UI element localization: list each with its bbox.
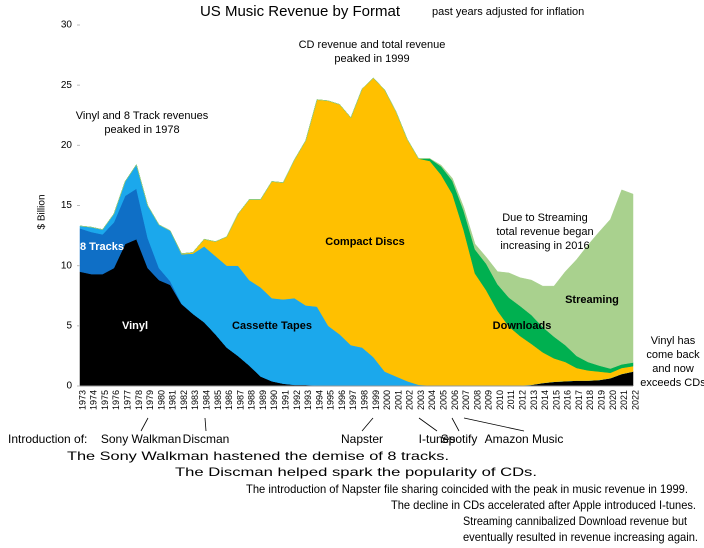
events-intro: Introduction of: xyxy=(8,432,87,446)
y-tick-label: 25 xyxy=(61,80,73,91)
y-tick-label: 30 xyxy=(61,20,73,31)
event-pointer xyxy=(463,417,525,432)
x-tick-label: 2017 xyxy=(574,390,584,410)
x-tick-label: 1990 xyxy=(269,390,279,410)
y-tick-label: 0 xyxy=(66,381,72,392)
x-tick-label: 2004 xyxy=(427,390,437,410)
x-tick-label: 2019 xyxy=(597,390,607,410)
event-pointer xyxy=(451,417,460,432)
annotation: come back xyxy=(646,349,700,361)
event-label: Napster xyxy=(341,432,383,446)
x-tick-label: 1993 xyxy=(303,390,313,410)
x-tick-label: 1975 xyxy=(100,390,110,410)
x-tick-label: 1983 xyxy=(190,390,200,410)
event-pointer xyxy=(418,417,438,432)
annotation: CD revenue and total revenue xyxy=(299,39,446,51)
x-tick-label: 1982 xyxy=(179,390,189,410)
note: The Discman helped spark the popularity … xyxy=(175,465,537,479)
event-label: Amazon Music xyxy=(485,432,564,446)
annotation: Due to Streaming xyxy=(502,212,588,224)
event-label: Discman xyxy=(183,432,230,446)
x-tick-label: 1979 xyxy=(145,390,155,410)
x-tick-label: 1998 xyxy=(360,390,370,410)
y-tick-label: 10 xyxy=(61,260,73,271)
series-label: Compact Discs xyxy=(325,236,404,248)
x-tick-label: 1986 xyxy=(224,390,234,410)
series-label: Cassette Tapes xyxy=(232,320,312,332)
note: The Sony Walkman hastened the demise of … xyxy=(67,449,449,463)
y-tick-label: 20 xyxy=(61,140,73,151)
x-tick-label: 2008 xyxy=(472,390,482,410)
event-pointer xyxy=(140,417,149,432)
x-tick-label: 2001 xyxy=(393,390,403,410)
y-tick-label: 15 xyxy=(61,200,73,211)
x-tick-label: 2018 xyxy=(585,390,595,410)
x-tick-label: 2021 xyxy=(619,390,629,410)
x-tick-label: 2009 xyxy=(484,390,494,410)
x-tick-label: 2016 xyxy=(563,390,573,410)
annotation: Vinyl has xyxy=(651,335,696,347)
x-tick-label: 2022 xyxy=(630,390,640,410)
x-tick-label: 2020 xyxy=(608,390,618,410)
note: The decline in CDs accelerated after App… xyxy=(391,498,696,512)
x-tick-label: 1985 xyxy=(213,390,223,410)
x-tick-label: 1996 xyxy=(337,390,347,410)
x-tick-label: 2013 xyxy=(529,390,539,410)
x-tick-label: 2011 xyxy=(506,390,516,409)
x-tick-label: 1991 xyxy=(281,390,291,410)
x-tick-label: 2006 xyxy=(450,390,460,410)
x-tick-label: 2012 xyxy=(518,390,528,410)
notes: The Sony Walkman hastened the demise of … xyxy=(67,449,698,544)
note: The introduction of Napster file sharing… xyxy=(246,482,688,496)
x-tick-label: 1992 xyxy=(292,390,302,410)
note: Streaming cannibalized Download revenue … xyxy=(463,514,688,528)
event-label: Spotify xyxy=(441,432,478,446)
event-label: I-tunes xyxy=(419,432,456,446)
annotation: and now xyxy=(652,363,694,375)
series-label: Vinyl xyxy=(122,320,148,332)
y-tick-label: 5 xyxy=(66,320,72,331)
annotation: exceeds CDs xyxy=(640,377,704,389)
annotation: peaked in 1978 xyxy=(104,124,179,136)
x-tick-label: 1981 xyxy=(168,390,178,410)
annotation: total revenue began xyxy=(496,226,593,238)
x-tick-label: 1984 xyxy=(202,390,212,410)
x-tick-label: 1995 xyxy=(326,390,336,410)
chart-title: US Music Revenue by Format xyxy=(200,3,401,20)
x-tick-label: 1989 xyxy=(258,390,268,410)
x-tick-label: 2015 xyxy=(551,390,561,410)
note: eventually resulted in revenue increasin… xyxy=(463,530,698,544)
x-tick-label: 2010 xyxy=(495,390,505,410)
x-tick-label: 1997 xyxy=(348,390,358,410)
x-tick-label: 1999 xyxy=(371,390,381,410)
x-tick-label: 2000 xyxy=(382,390,392,410)
x-tick-label: 2005 xyxy=(439,390,449,410)
annotation: increasing in 2016 xyxy=(500,240,589,252)
x-tick-label: 1994 xyxy=(314,390,324,410)
x-tick-label: 1976 xyxy=(111,390,121,410)
x-tick-label: 2007 xyxy=(461,390,471,410)
series-label: Streaming xyxy=(565,294,619,306)
y-axis-label: $ Billion xyxy=(37,194,48,229)
x-tick-label: 2002 xyxy=(405,390,415,410)
x-tick-label: 1987 xyxy=(235,390,245,410)
chart-subtitle: past years adjusted for inflation xyxy=(432,6,584,18)
x-tick-label: 1978 xyxy=(134,390,144,410)
x-tick-label: 2003 xyxy=(416,390,426,410)
x-tick-label: 1977 xyxy=(123,390,133,410)
event-pointer xyxy=(361,417,374,432)
series-label: 8 Tracks xyxy=(80,241,124,253)
x-tick-label: 1973 xyxy=(77,390,87,410)
area xyxy=(79,77,634,369)
x-tick-label: 2014 xyxy=(540,390,550,410)
annotation: peaked in 1999 xyxy=(334,53,409,65)
series-label: Downloads xyxy=(493,320,552,332)
event-label: Sony Walkman xyxy=(101,432,181,446)
annotation: Vinyl and 8 Track revenues xyxy=(76,110,209,122)
x-tick-label: 1974 xyxy=(89,390,99,410)
event-pointer xyxy=(204,417,207,432)
x-tick-label: 1988 xyxy=(247,390,257,410)
x-tick-label: 1980 xyxy=(156,390,166,410)
